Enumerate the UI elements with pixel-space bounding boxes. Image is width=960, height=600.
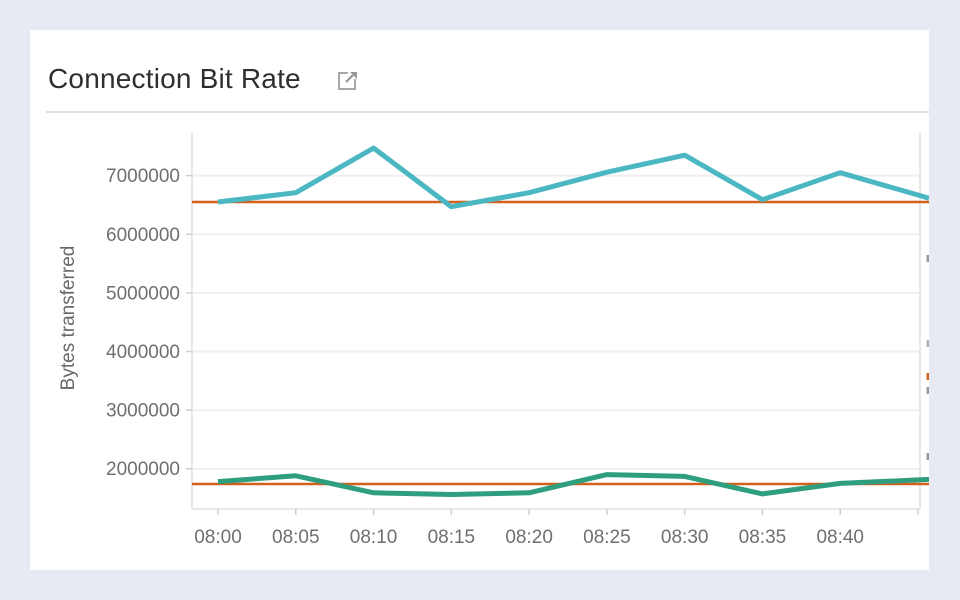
y-axis-title: Bytes transferred [58,246,79,391]
external-link-box [338,72,356,90]
x-tick-label: 08:30 [661,527,709,548]
x-tick-label: 08:15 [428,527,476,548]
x-tick-label: 08:05 [272,527,320,548]
x-tick-label: 08:00 [194,527,242,548]
chart-title: Connection Bit Rate [48,63,301,94]
external-link-icon[interactable] [337,68,360,91]
clipped-edge-fragment [926,340,929,347]
series-line-teal-series [217,145,929,210]
y-tick-label: 3000000 [106,401,180,422]
chart-canvas[interactable]: 2000000 3000000 4000000 5000000 6000000 70000… [30,30,929,570]
clipped-edge-fragment [926,453,929,460]
clipped-edge-fragment [926,373,929,380]
x-tick-label: 08:35 [739,527,787,548]
y-tick-label: 4000000 [106,342,180,363]
external-link-arrow-shaft [345,74,354,83]
x-tick-label: 08:25 [583,527,631,548]
y-tick-label: 7000000 [106,166,180,187]
y-tick-label: 5000000 [106,283,180,304]
external-link-arrow-head [350,72,357,79]
y-tick-label: 6000000 [106,225,180,246]
chart-card: Connection Bit Rate 2000000 3000000 400000… [30,30,929,570]
x-tick-label: 08:40 [816,527,864,548]
x-tick-label: 08:10 [350,527,398,548]
header-divider [46,111,929,113]
clipped-edge-fragment [926,387,929,394]
clipped-edge-fragment [926,255,929,262]
x-tick-label: 08:20 [505,527,553,548]
y-tick-label: 2000000 [106,459,180,480]
series-line-green-series [217,472,929,497]
